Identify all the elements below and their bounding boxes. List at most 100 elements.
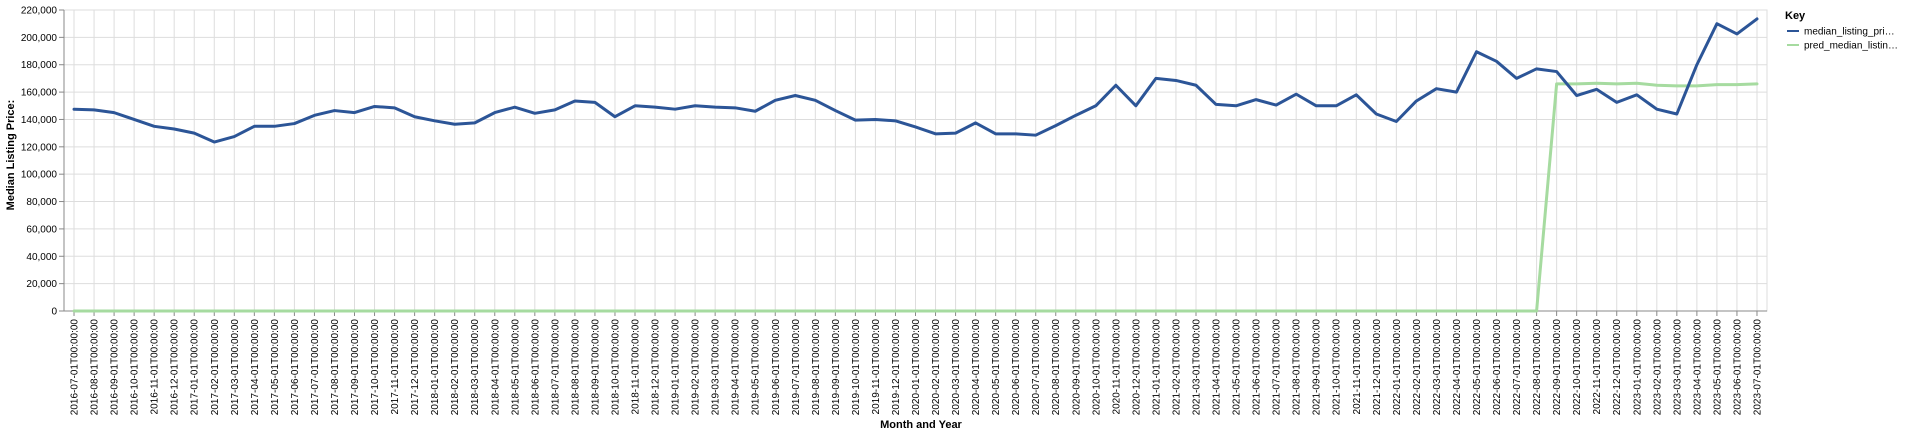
- legend: Key median_listing_pri… pred_median_listi…: [1785, 10, 1898, 52]
- x-tick-label: 2020-05-01T00:00:00: [991, 319, 1002, 416]
- x-tick-label: 2021-06-01T00:00:00: [1252, 319, 1263, 416]
- x-tick-label: 2017-02-01T00:00:00: [210, 319, 221, 416]
- y-tick-label: 140,000: [21, 115, 58, 126]
- y-tick-label: 80,000: [26, 197, 57, 208]
- x-tick-label: 2019-05-01T00:00:00: [751, 319, 762, 416]
- x-tick-label: 2021-07-01T00:00:00: [1272, 319, 1283, 416]
- y-tick-label: 100,000: [21, 170, 58, 181]
- y-tick-label: 120,000: [21, 142, 58, 153]
- x-tick-label: 2017-01-01T00:00:00: [190, 319, 201, 416]
- x-tick-label: 2019-07-01T00:00:00: [791, 319, 802, 416]
- x-tick-label: 2021-08-01T00:00:00: [1292, 319, 1303, 416]
- x-tick-label: 2021-02-01T00:00:00: [1171, 319, 1182, 416]
- x-tick-label: 2017-07-01T00:00:00: [310, 319, 321, 416]
- y-tick-label: 40,000: [26, 252, 57, 263]
- x-tick-label: 2023-04-01T00:00:00: [1692, 319, 1703, 416]
- x-tick-label: 2016-10-01T00:00:00: [130, 319, 141, 416]
- x-tick-label: 2021-12-01T00:00:00: [1372, 319, 1383, 416]
- x-tick-label: 2022-11-01T00:00:00: [1592, 319, 1603, 415]
- x-tick-label: 2022-10-01T00:00:00: [1572, 319, 1583, 416]
- x-tick-label: 2017-06-01T00:00:00: [290, 319, 301, 416]
- x-tick-label: 2019-03-01T00:00:00: [711, 319, 722, 416]
- x-tick-label: 2017-03-01T00:00:00: [230, 319, 241, 416]
- x-tick-label: 2021-10-01T00:00:00: [1332, 319, 1343, 416]
- x-tick-label: 2018-07-01T00:00:00: [550, 319, 561, 416]
- x-tick-label: 2023-03-01T00:00:00: [1672, 319, 1683, 416]
- x-tick-label: 2021-11-01T00:00:00: [1352, 319, 1363, 415]
- x-tick-label: 2017-10-01T00:00:00: [370, 319, 381, 416]
- y-tick-label: 180,000: [21, 60, 58, 71]
- x-tick-label: 2020-08-01T00:00:00: [1051, 319, 1062, 416]
- x-tick-label: 2018-03-01T00:00:00: [470, 319, 481, 416]
- x-tick-label: 2017-12-01T00:00:00: [410, 319, 421, 416]
- legend-label: median_listing_pri…: [1804, 27, 1895, 38]
- x-tick-label: 2017-11-01T00:00:00: [390, 319, 401, 415]
- x-tick-label: 2018-04-01T00:00:00: [490, 319, 501, 416]
- x-tick-label: 2018-06-01T00:00:00: [530, 319, 541, 416]
- x-axis: 2016-07-01T00:00:00 2016-08-01T00:00:00 20…: [64, 310, 1767, 416]
- x-tick-label: 2019-09-01T00:00:00: [831, 319, 842, 416]
- x-tick-label: 2018-09-01T00:00:00: [590, 319, 601, 416]
- x-tick-label: 2022-09-01T00:00:00: [1552, 319, 1563, 416]
- x-tick-label: 2022-03-01T00:00:00: [1432, 319, 1443, 416]
- series-line-pred-median-listing-price: [72, 81, 1759, 313]
- x-tick-label: 2020-04-01T00:00:00: [971, 319, 982, 416]
- x-tick-label: 2020-02-01T00:00:00: [931, 319, 942, 416]
- x-tick-label: 2022-07-01T00:00:00: [1512, 319, 1523, 416]
- x-tick-label: 2018-11-01T00:00:00: [631, 319, 642, 415]
- y-tick-label: 0: [51, 307, 57, 318]
- series-lines: [72, 17, 1759, 313]
- x-tick-label: 2021-04-01T00:00:00: [1212, 319, 1223, 416]
- grid-lines: [63, 9, 1768, 312]
- legend-title: Key: [1785, 10, 1806, 22]
- x-tick-label: 2018-08-01T00:00:00: [570, 319, 581, 416]
- y-tick-label: 200,000: [21, 33, 58, 44]
- x-tick-label: 2021-09-01T00:00:00: [1312, 319, 1323, 416]
- x-tick-label: 2020-01-01T00:00:00: [911, 319, 922, 416]
- x-tick-label: 2023-07-01T00:00:00: [1752, 319, 1763, 416]
- x-tick-label: 2017-05-01T00:00:00: [270, 319, 281, 416]
- x-tick-label: 2016-07-01T00:00:00: [70, 319, 81, 416]
- x-tick-label: 2018-12-01T00:00:00: [651, 319, 662, 416]
- x-tick-label: 2016-12-01T00:00:00: [170, 319, 181, 416]
- x-tick-label: 2018-10-01T00:00:00: [610, 319, 621, 416]
- x-tick-label: 2020-06-01T00:00:00: [1011, 319, 1022, 416]
- y-tick-label: 220,000: [21, 6, 58, 17]
- y-tick-label: 20,000: [26, 279, 57, 290]
- legend-label: pred_median_listin…: [1804, 41, 1898, 52]
- y-axis-title: Median Listing Price:: [5, 100, 17, 211]
- x-tick-label: 2022-04-01T00:00:00: [1452, 319, 1463, 416]
- x-tick-label: 2022-06-01T00:00:00: [1492, 319, 1503, 416]
- x-tick-label: 2017-08-01T00:00:00: [330, 319, 341, 416]
- x-tick-label: 2019-10-01T00:00:00: [851, 319, 862, 416]
- x-tick-label: 2022-05-01T00:00:00: [1472, 319, 1483, 416]
- x-tick-label: 2018-01-01T00:00:00: [430, 319, 441, 416]
- x-tick-label: 2023-02-01T00:00:00: [1652, 319, 1663, 416]
- x-tick-label: 2020-10-01T00:00:00: [1091, 319, 1102, 416]
- x-tick-label: 2022-12-01T00:00:00: [1612, 319, 1623, 416]
- x-tick-label: 2020-03-01T00:00:00: [951, 319, 962, 416]
- x-tick-label: 2021-01-01T00:00:00: [1151, 319, 1162, 416]
- x-tick-label: 2023-05-01T00:00:00: [1712, 319, 1723, 416]
- y-axis: 0 20,000 40,000 60,000 80,000 100,000 120,000 1…: [21, 6, 65, 318]
- y-tick-label: 60,000: [26, 224, 57, 235]
- x-axis-title: Month and Year: [880, 419, 962, 431]
- x-tick-label: 2020-11-01T00:00:00: [1111, 319, 1122, 415]
- x-tick-label: 2019-04-01T00:00:00: [731, 319, 742, 416]
- x-tick-label: 2019-06-01T00:00:00: [771, 319, 782, 416]
- x-tick-label: 2019-12-01T00:00:00: [891, 319, 902, 416]
- x-tick-label: 2022-02-01T00:00:00: [1412, 319, 1423, 416]
- x-tick-label: 2020-07-01T00:00:00: [1031, 319, 1042, 416]
- x-tick-label: 2021-03-01T00:00:00: [1191, 319, 1202, 416]
- x-tick-label: 2019-02-01T00:00:00: [691, 319, 702, 416]
- x-tick-label: 2018-02-01T00:00:00: [450, 319, 461, 416]
- x-tick-label: 2016-08-01T00:00:00: [90, 319, 101, 416]
- x-tick-label: 2017-09-01T00:00:00: [350, 319, 361, 416]
- x-tick-label: 2019-11-01T00:00:00: [871, 319, 882, 415]
- series-line-median-listing-price: [72, 17, 1759, 144]
- x-tick-label: 2022-01-01T00:00:00: [1392, 319, 1403, 416]
- x-tick-label: 2020-12-01T00:00:00: [1131, 319, 1142, 416]
- y-tick-label: 160,000: [21, 88, 58, 99]
- x-tick-label: 2018-05-01T00:00:00: [510, 319, 521, 416]
